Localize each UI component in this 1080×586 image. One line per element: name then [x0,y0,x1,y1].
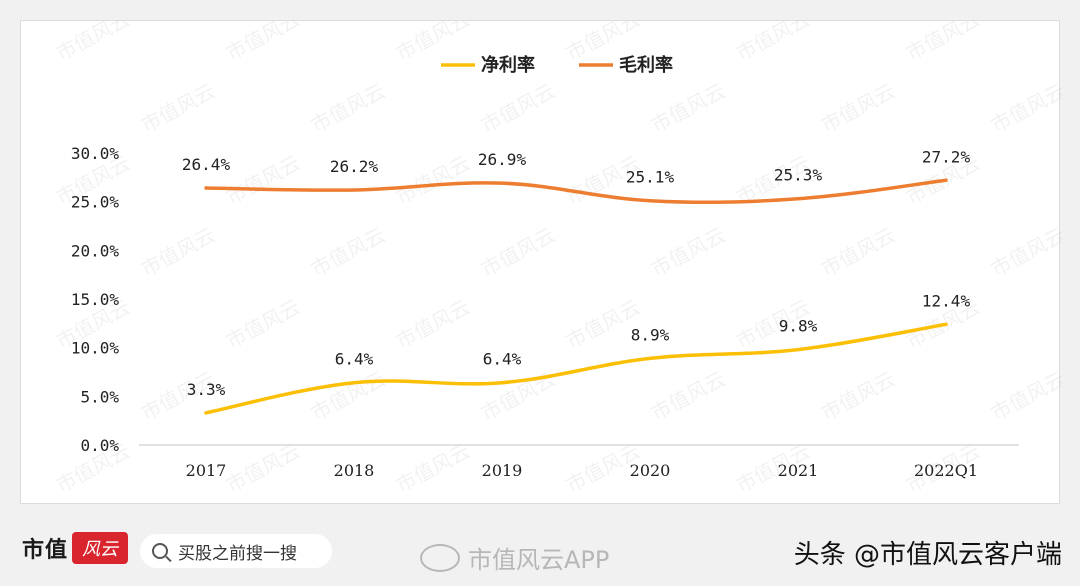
watermark-text: 市值风云 [987,79,1061,138]
chart-card: 市值风云 市值风云 市值风云 市值风云 市值风云 市值风云 市值风云 市值风云 市值风云 市值风云… [20,20,1061,504]
watermark-text: 市值风云 [902,21,984,65]
y-tick-label: 15.0% [71,290,120,309]
y-tick-label: 20.0% [71,241,120,260]
watermark-text: 市值风云 [137,79,219,138]
data-label: 26.4% [182,155,231,174]
search-box[interactable]: 买股之前搜一搜 [140,534,332,568]
x-tick-label: 2020 [630,461,671,480]
watermark-text: 市值风云 [562,295,644,354]
data-label: 25.3% [774,166,823,185]
watermark-text: 市值风云 [817,79,899,138]
weibo-watermark: 市值风云APP [420,540,609,575]
series-line-1 [204,178,948,205]
watermark-text: 市值风云 [477,79,559,138]
x-tick-label: 2018 [334,461,375,480]
series-line-0 [204,322,948,415]
source-credit: 头条 @市值风云客户端 [793,540,1062,570]
legend: 净利率 毛利率 [441,54,673,76]
y-tick-label: 0.0% [80,436,119,455]
watermark-text: 市值风云 [307,79,389,138]
x-tick-label: 2022Q1 [914,461,978,480]
watermark-text: 市值风云 [307,223,389,282]
data-label: 12.4% [922,291,971,310]
x-tick-label: 2021 [778,461,819,480]
footer-bar: 市值 风云 买股之前搜一搜 市值风云APP 头条 @市值风云客户端 [0,510,1080,586]
data-label: 3.3% [187,380,226,399]
watermark-text: 市值风云 [392,151,474,210]
watermark-text: 市值风云 [647,79,729,138]
watermark-text: 市值风云 [137,223,219,282]
y-axis: 0.0% 5.0% 10.0% 15.0% 20.0% 25.0% 30.0% [71,144,120,455]
brand-text: 市值 [22,538,69,563]
watermark-text: 市值风云 [307,367,389,426]
data-label: 8.9% [631,325,670,344]
watermark-text: 市值风云 [647,223,729,282]
data-label: 9.8% [779,317,818,336]
data-label: 6.4% [335,350,374,369]
x-axis: 2017 2018 2019 2020 2021 2022Q1 [186,461,978,480]
data-label: 6.4% [483,350,522,369]
watermark-text: 市值风云 [732,21,814,65]
x-tick-label: 2017 [186,461,227,480]
watermark-text: 市值风云 [477,223,559,282]
search-placeholder: 买股之前搜一搜 [178,543,297,564]
watermark-text: 市值风云 [52,21,134,65]
watermark-text: 市值风云 [647,367,729,426]
y-tick-label: 5.0% [80,387,119,406]
data-labels: 3.3% 6.4% 6.4% 8.9% 9.8% 12.4% 26.4% 26.2% 26.9%… [182,147,971,399]
watermark-text: 市值风云 [392,439,474,498]
watermark-text: 市值风云 [392,295,474,354]
brand-seal: 风云 [72,532,129,564]
y-tick-label: 30.0% [71,144,120,163]
y-tick-label: 10.0% [71,339,120,358]
data-label: 25.1% [626,168,675,187]
watermark-text: 市值风云 [987,223,1061,282]
watermark-text: 市值风云 [222,151,304,210]
brand-logo: 市值 风云 [22,532,129,564]
x-tick-label: 2019 [482,461,523,480]
search-icon [152,543,168,559]
data-label: 26.9% [478,150,527,169]
watermark-text: 市值风云 [987,367,1061,426]
weibo-icon [420,543,460,572]
watermark-text: 市值风云 [222,439,304,498]
data-label: 27.2% [922,147,971,166]
watermark-text: 市值风云 [817,367,899,426]
watermark-text: 市值风云 [392,21,474,65]
weibo-text: 市值风云APP [468,546,610,574]
watermark-text: 市值风云 [222,295,304,354]
y-tick-label: 25.0% [71,193,120,212]
legend-label: 净利率 [481,54,535,76]
watermark-text: 市值风云 [817,223,899,282]
series-layer [204,178,948,415]
watermark-text: 市值风云 [222,21,304,65]
legend-label: 毛利率 [619,54,673,76]
data-label: 26.2% [330,157,379,176]
